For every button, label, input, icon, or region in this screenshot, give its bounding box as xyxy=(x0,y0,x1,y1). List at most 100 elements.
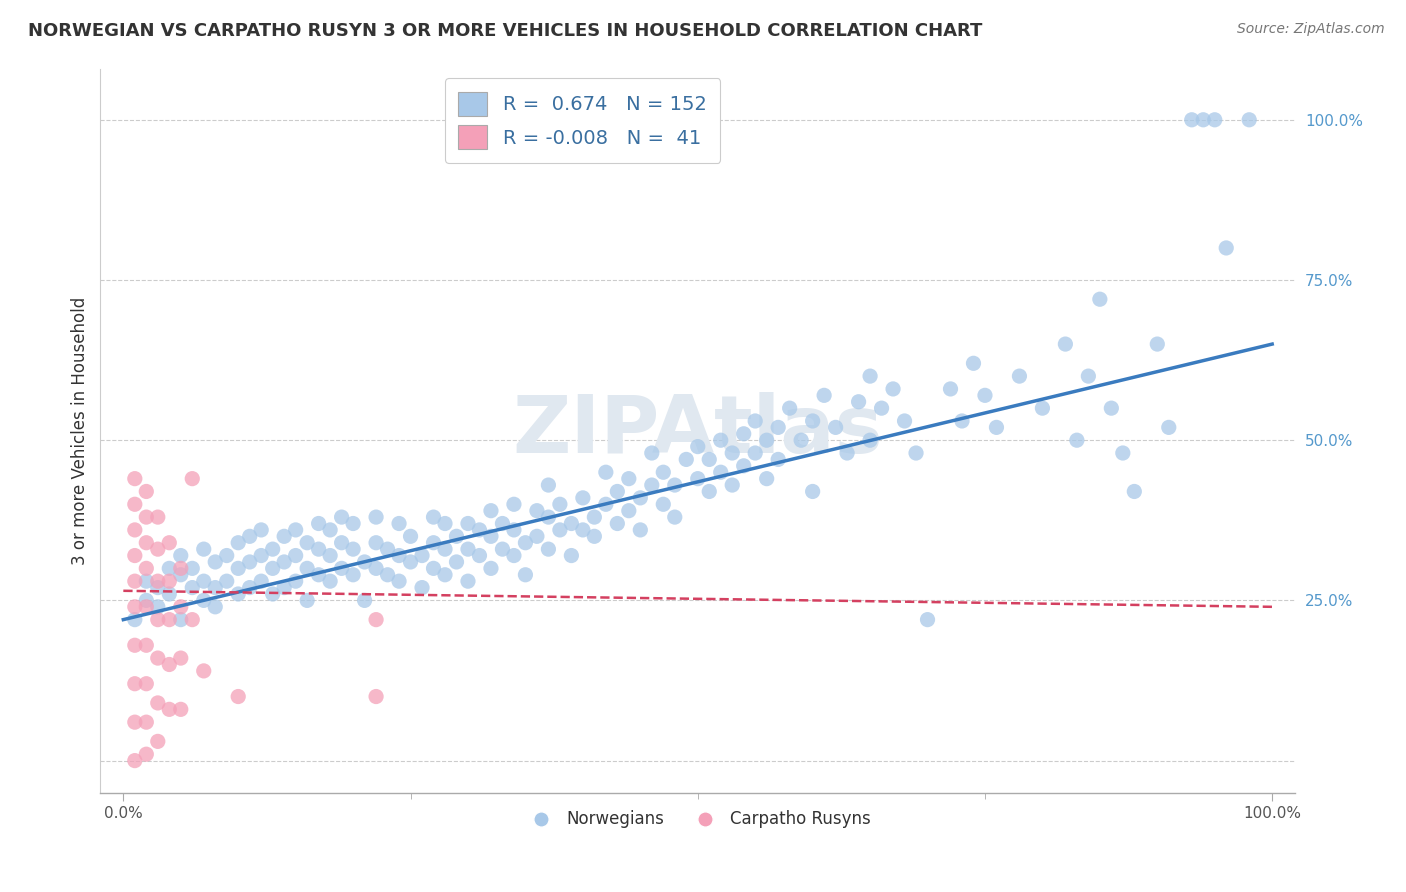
Point xyxy=(755,472,778,486)
Point xyxy=(342,516,364,531)
Point xyxy=(1031,401,1053,416)
Point xyxy=(962,356,984,370)
Point xyxy=(548,523,571,537)
Point xyxy=(1146,337,1168,351)
Point xyxy=(468,523,491,537)
Point xyxy=(801,484,824,499)
Point xyxy=(157,535,180,549)
Point xyxy=(342,567,364,582)
Point xyxy=(491,542,513,557)
Point xyxy=(422,535,444,549)
Point xyxy=(250,574,273,589)
Point xyxy=(157,613,180,627)
Point xyxy=(628,491,651,505)
Point xyxy=(124,574,146,589)
Point xyxy=(262,542,284,557)
Point xyxy=(537,478,560,492)
Point xyxy=(124,613,146,627)
Point xyxy=(135,715,157,730)
Point xyxy=(124,497,146,511)
Point xyxy=(239,581,262,595)
Point xyxy=(859,433,882,447)
Point xyxy=(801,414,824,428)
Point xyxy=(226,690,249,704)
Point xyxy=(526,504,548,518)
Point xyxy=(308,567,330,582)
Point xyxy=(364,690,387,704)
Point xyxy=(1237,112,1260,127)
Point xyxy=(537,542,560,557)
Point xyxy=(135,484,157,499)
Point xyxy=(377,542,399,557)
Point xyxy=(411,581,433,595)
Point xyxy=(135,593,157,607)
Point xyxy=(157,574,180,589)
Text: ZIPAtlas: ZIPAtlas xyxy=(512,392,883,469)
Point xyxy=(641,446,664,460)
Point xyxy=(193,574,215,589)
Point xyxy=(652,497,675,511)
Point xyxy=(1099,401,1122,416)
Point xyxy=(124,599,146,614)
Point xyxy=(193,664,215,678)
Y-axis label: 3 or more Vehicles in Household: 3 or more Vehicles in Household xyxy=(72,296,89,565)
Point xyxy=(1077,369,1099,384)
Point xyxy=(1054,337,1077,351)
Point xyxy=(146,510,169,524)
Point xyxy=(170,549,193,563)
Point xyxy=(870,401,893,416)
Point xyxy=(342,542,364,557)
Point xyxy=(135,574,157,589)
Point xyxy=(548,497,571,511)
Point xyxy=(170,599,193,614)
Point xyxy=(503,523,526,537)
Point xyxy=(146,696,169,710)
Point xyxy=(606,516,628,531)
Point xyxy=(377,567,399,582)
Point xyxy=(859,369,882,384)
Point xyxy=(515,535,537,549)
Point xyxy=(595,465,617,479)
Point xyxy=(457,574,479,589)
Point xyxy=(146,542,169,557)
Point xyxy=(170,561,193,575)
Point xyxy=(479,504,502,518)
Point xyxy=(675,452,697,467)
Point xyxy=(641,478,664,492)
Point xyxy=(939,382,962,396)
Point xyxy=(1215,241,1237,255)
Point xyxy=(295,561,318,575)
Point xyxy=(595,497,617,511)
Point xyxy=(905,446,928,460)
Point xyxy=(388,574,411,589)
Point xyxy=(950,414,973,428)
Point xyxy=(917,613,939,627)
Point xyxy=(239,529,262,543)
Point xyxy=(353,593,375,607)
Point xyxy=(503,497,526,511)
Point xyxy=(755,433,778,447)
Point xyxy=(733,458,755,473)
Point xyxy=(526,529,548,543)
Point xyxy=(1204,112,1226,127)
Point xyxy=(686,440,709,454)
Point xyxy=(388,516,411,531)
Point xyxy=(146,599,169,614)
Point xyxy=(560,549,582,563)
Point xyxy=(1181,112,1204,127)
Point xyxy=(1112,446,1135,460)
Point xyxy=(135,510,157,524)
Point xyxy=(204,555,226,569)
Point xyxy=(503,549,526,563)
Point xyxy=(135,676,157,690)
Point xyxy=(893,414,915,428)
Point xyxy=(170,651,193,665)
Point xyxy=(1088,292,1111,306)
Text: Source: ZipAtlas.com: Source: ZipAtlas.com xyxy=(1237,22,1385,37)
Point xyxy=(583,529,606,543)
Point xyxy=(308,516,330,531)
Point xyxy=(1123,484,1146,499)
Point xyxy=(146,651,169,665)
Point xyxy=(434,516,457,531)
Point xyxy=(710,433,733,447)
